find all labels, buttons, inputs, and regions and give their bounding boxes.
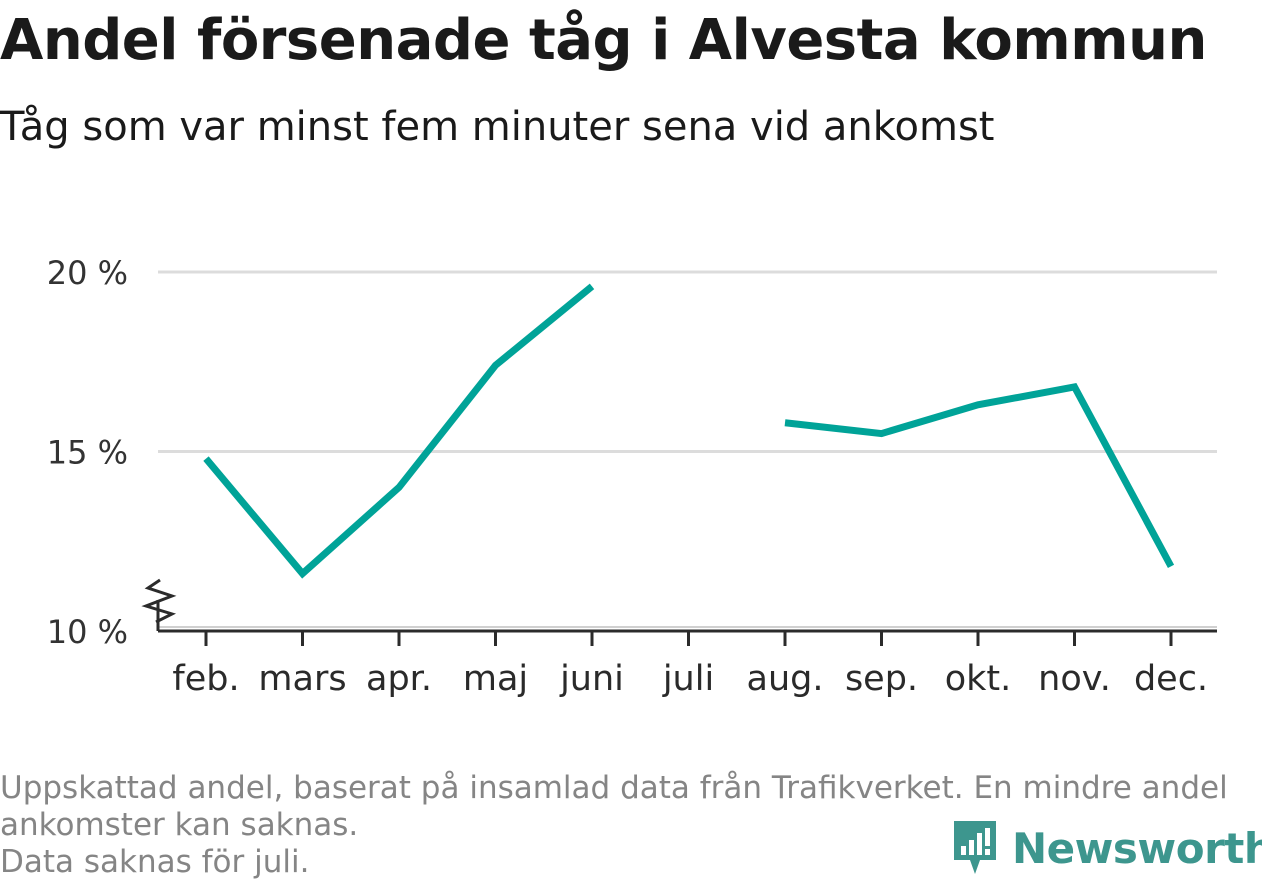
x-tick-label: feb. — [172, 659, 239, 699]
x-tick-label: juni — [559, 659, 624, 699]
y-tick-label: 20 % — [47, 254, 128, 292]
brand-name: Newsworthy — [1012, 824, 1262, 873]
bar-chart-icon — [950, 818, 1000, 878]
x-tick-label: maj — [463, 659, 528, 699]
x-tick-label: juli — [662, 659, 714, 699]
series-line-segment — [785, 387, 1171, 567]
x-tick-label: apr. — [366, 659, 432, 699]
x-tick-label: dec. — [1134, 659, 1208, 699]
y-tick-label: 15 % — [47, 434, 128, 472]
y-axis-ticks: 10 % 15 % 20 % — [47, 254, 128, 651]
series-lines — [206, 286, 1171, 573]
x-tick-label: sep. — [845, 659, 918, 699]
series-line-segment — [206, 286, 592, 573]
footer-line-1: Uppskattad andel, baserat på insamlad da… — [0, 770, 1262, 807]
x-tick-label: nov. — [1038, 659, 1111, 699]
gridlines — [158, 272, 1217, 452]
newsworthy-logo: Newsworthy — [950, 818, 1262, 878]
x-tick-label: aug. — [747, 659, 824, 699]
x-tick-label: mars — [258, 659, 346, 699]
x-axis — [158, 600, 1217, 646]
y-tick-label: 10 % — [47, 613, 128, 651]
x-tick-label: okt. — [945, 659, 1012, 699]
